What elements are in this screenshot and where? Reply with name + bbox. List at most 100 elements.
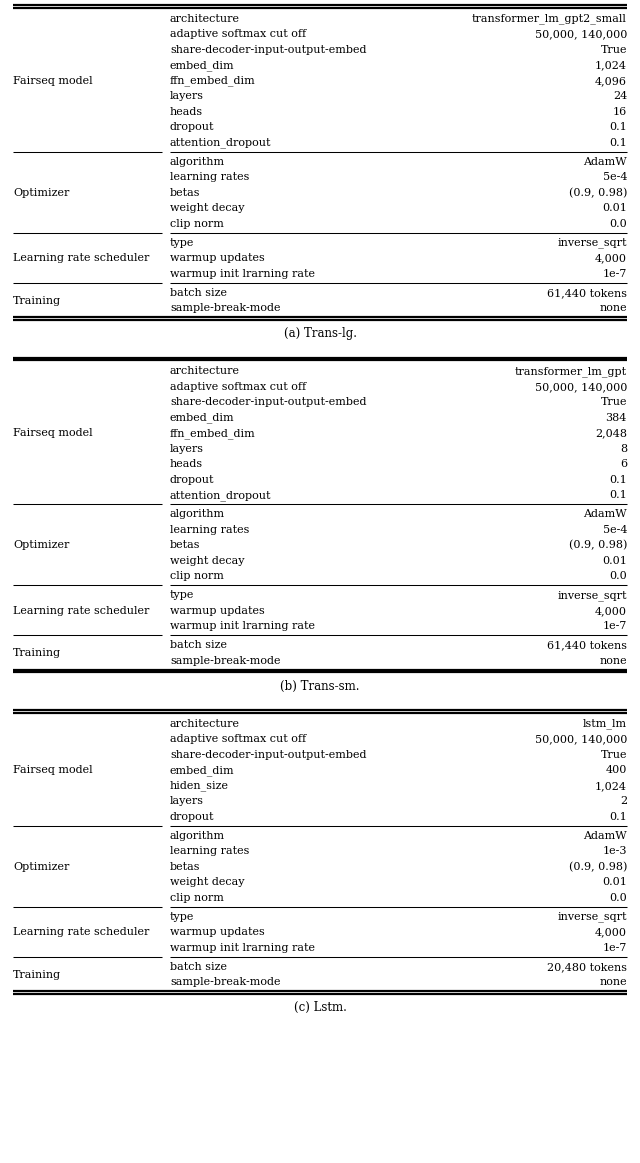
Text: learning rates: learning rates [170,525,250,535]
Text: 384: 384 [605,413,627,423]
Text: (c) Lstm.: (c) Lstm. [294,1001,346,1014]
Text: share-decoder-input-output-embed: share-decoder-input-output-embed [170,398,367,407]
Text: True: True [600,398,627,407]
Text: 61,440 tokens: 61,440 tokens [547,287,627,298]
Text: AdamW: AdamW [584,157,627,166]
Text: attention_dropout: attention_dropout [170,137,271,148]
Text: 50,000, 140,000: 50,000, 140,000 [534,29,627,40]
Text: Learning rate scheduler: Learning rate scheduler [13,927,149,937]
Text: lstm_lm: lstm_lm [583,719,627,729]
Text: layers: layers [170,91,204,101]
Text: clip norm: clip norm [170,219,224,229]
Text: none: none [600,304,627,313]
Text: adaptive softmax cut off: adaptive softmax cut off [170,29,306,40]
Text: warmup updates: warmup updates [170,606,265,615]
Text: warmup updates: warmup updates [170,927,265,937]
Text: 1e-3: 1e-3 [602,847,627,856]
Text: 0.01: 0.01 [602,877,627,887]
Text: 1e-7: 1e-7 [603,621,627,632]
Text: warmup init lrarning rate: warmup init lrarning rate [170,943,315,952]
Text: (a) Trans-lg.: (a) Trans-lg. [284,327,356,341]
Text: (0.9, 0.98): (0.9, 0.98) [568,187,627,198]
Text: 61,440 tokens: 61,440 tokens [547,641,627,650]
Text: embed_dim: embed_dim [170,413,235,423]
Text: transformer_lm_gpt: transformer_lm_gpt [515,366,627,377]
Text: batch size: batch size [170,641,227,650]
Text: 1e-7: 1e-7 [603,269,627,279]
Text: betas: betas [170,187,200,198]
Text: none: none [600,977,627,987]
Text: 20,480 tokens: 20,480 tokens [547,962,627,972]
Text: batch size: batch size [170,962,227,972]
Text: clip norm: clip norm [170,893,224,902]
Text: (b) Trans-sm.: (b) Trans-sm. [280,680,360,693]
Text: algorithm: algorithm [170,509,225,520]
Text: 4,096: 4,096 [595,76,627,86]
Text: attention_dropout: attention_dropout [170,490,271,500]
Text: AdamW: AdamW [584,830,627,841]
Text: share-decoder-input-output-embed: share-decoder-input-output-embed [170,750,367,759]
Text: 1,024: 1,024 [595,780,627,791]
Text: 4,000: 4,000 [595,254,627,263]
Text: learning rates: learning rates [170,172,250,183]
Text: 0.0: 0.0 [609,219,627,229]
Text: Learning rate scheduler: Learning rate scheduler [13,606,149,615]
Text: 0.01: 0.01 [602,204,627,213]
Text: Optimizer: Optimizer [13,541,69,550]
Text: 50,000, 140,000: 50,000, 140,000 [534,734,627,744]
Text: 0.0: 0.0 [609,571,627,582]
Text: Optimizer: Optimizer [13,862,69,872]
Text: 0.1: 0.1 [609,812,627,822]
Text: learning rates: learning rates [170,847,250,856]
Text: inverse_sqrt: inverse_sqrt [557,237,627,248]
Text: sample-break-mode: sample-break-mode [170,304,280,313]
Text: 24: 24 [612,91,627,101]
Text: type: type [170,237,195,248]
Text: dropout: dropout [170,812,214,822]
Text: Fairseq model: Fairseq model [13,76,93,86]
Text: inverse_sqrt: inverse_sqrt [557,590,627,600]
Text: hiden_size: hiden_size [170,780,229,791]
Text: adaptive softmax cut off: adaptive softmax cut off [170,734,306,744]
Text: algorithm: algorithm [170,830,225,841]
Text: transformer_lm_gpt2_small: transformer_lm_gpt2_small [472,14,627,24]
Text: (0.9, 0.98): (0.9, 0.98) [568,540,627,550]
Text: algorithm: algorithm [170,157,225,166]
Text: 16: 16 [612,107,627,116]
Text: 0.1: 0.1 [609,137,627,148]
Text: 5e-4: 5e-4 [602,172,627,183]
Text: Training: Training [13,295,61,306]
Text: adaptive softmax cut off: adaptive softmax cut off [170,381,306,392]
Text: dropout: dropout [170,122,214,133]
Text: (0.9, 0.98): (0.9, 0.98) [568,862,627,872]
Text: ffn_embed_dim: ffn_embed_dim [170,428,256,438]
Text: none: none [600,656,627,665]
Text: type: type [170,912,195,922]
Text: 0.1: 0.1 [609,491,627,500]
Text: layers: layers [170,797,204,806]
Text: 50,000, 140,000: 50,000, 140,000 [534,381,627,392]
Text: weight decay: weight decay [170,877,244,887]
Text: betas: betas [170,862,200,872]
Text: Learning rate scheduler: Learning rate scheduler [13,254,149,263]
Text: heads: heads [170,107,203,116]
Text: weight decay: weight decay [170,204,244,213]
Text: architecture: architecture [170,366,240,377]
Text: betas: betas [170,541,200,550]
Text: batch size: batch size [170,287,227,298]
Text: warmup updates: warmup updates [170,254,265,263]
Text: 2: 2 [620,797,627,806]
Text: 1,024: 1,024 [595,60,627,70]
Text: AdamW: AdamW [584,509,627,520]
Text: dropout: dropout [170,475,214,485]
Text: sample-break-mode: sample-break-mode [170,656,280,665]
Text: 0.0: 0.0 [609,893,627,902]
Text: Optimizer: Optimizer [13,187,69,198]
Text: ffn_embed_dim: ffn_embed_dim [170,76,256,86]
Text: architecture: architecture [170,719,240,729]
Text: layers: layers [170,444,204,454]
Text: type: type [170,591,195,600]
Text: Training: Training [13,648,61,658]
Text: heads: heads [170,459,203,470]
Text: True: True [600,750,627,759]
